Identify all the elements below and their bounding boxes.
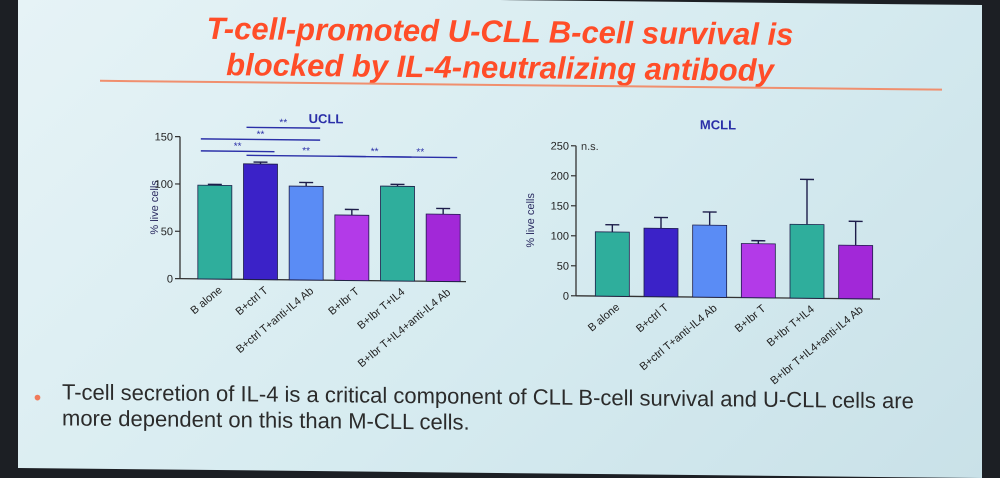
- x-tick-label: B+ctrl T+anti-IL4 Ab: [234, 285, 316, 356]
- y-tick-label: 100: [551, 231, 569, 243]
- x-tick-label: B+ctrl T: [634, 302, 671, 336]
- bar: [693, 225, 727, 297]
- bar: [839, 245, 873, 299]
- y-tick-label: 50: [557, 261, 569, 273]
- ns-annotation: n.s.: [581, 141, 599, 153]
- y-tick-label: 250: [551, 141, 569, 153]
- bar: [289, 186, 323, 280]
- x-tick-label: B+Ibr T: [326, 285, 362, 317]
- bar: [426, 214, 460, 282]
- significance-label: **: [279, 118, 287, 129]
- bar: [595, 232, 629, 297]
- x-tick-label: B+Ibr T+IL4+anti-IL4 Ab: [356, 287, 453, 370]
- bullet-text: T-cell secretion of IL-4 is a critical c…: [62, 379, 962, 440]
- x-tick-label: B alone: [586, 301, 622, 334]
- x-tick-label: B alone: [188, 284, 224, 317]
- x-tick-label: B+Ibr T: [733, 303, 769, 335]
- y-tick-label: 0: [167, 274, 173, 286]
- bar: [335, 215, 369, 281]
- significance-label: **: [302, 146, 310, 157]
- bullet-marker: •: [34, 387, 41, 410]
- x-tick-label: B+Ibr T+IL4: [765, 303, 817, 349]
- chart-title: UCLL: [309, 111, 344, 126]
- y-tick-label: 100: [155, 179, 173, 191]
- significance-label: **: [257, 129, 265, 140]
- y-tick-label: 0: [563, 291, 569, 303]
- bar: [790, 224, 824, 298]
- significance-label: **: [234, 141, 242, 152]
- bar: [381, 186, 415, 281]
- y-tick-label: 150: [155, 131, 173, 143]
- x-tick-label: B+ctrl T: [234, 284, 271, 318]
- bar: [644, 228, 678, 297]
- presentation-slide: T-cell-promoted U-CLL B-cell survival is…: [18, 0, 982, 478]
- y-tick-label: 50: [161, 226, 173, 238]
- y-axis-label: % live cells: [525, 193, 537, 248]
- y-tick-label: 200: [551, 171, 569, 183]
- x-tick-label: B+Ibr T+IL4+anti-IL4 Ab: [768, 304, 865, 387]
- bar: [741, 244, 775, 298]
- significance-label: **: [416, 147, 424, 158]
- significance-label: **: [371, 147, 379, 158]
- bar: [244, 164, 278, 280]
- chart-title: MCLL: [700, 117, 736, 132]
- y-tick-label: 150: [551, 201, 569, 213]
- bar: [198, 185, 232, 279]
